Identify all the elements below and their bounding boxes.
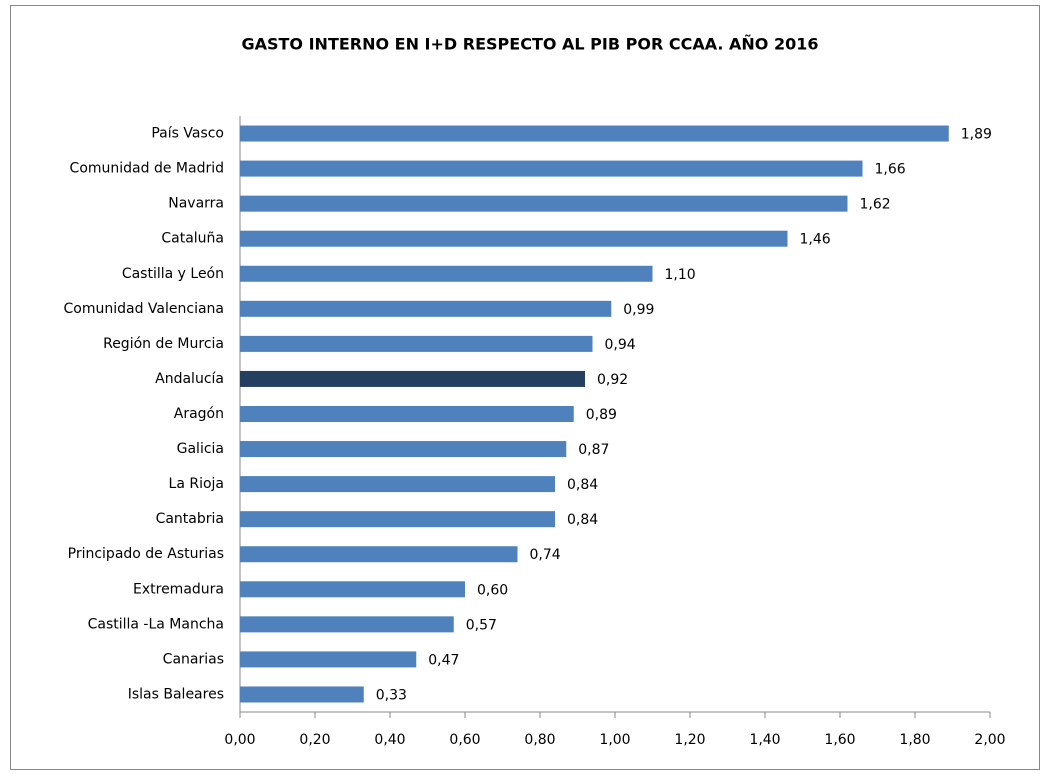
x-tick-label: 0,40 (374, 732, 405, 748)
bar (240, 195, 848, 212)
value-label: 0,89 (586, 407, 617, 423)
x-tick-label: 1,20 (674, 732, 705, 748)
value-label: 0,74 (530, 547, 561, 563)
value-label: 1,89 (961, 127, 992, 143)
bar (240, 300, 612, 317)
value-label: 0,87 (578, 442, 609, 458)
bar (240, 581, 465, 598)
x-tick-label: 0,60 (449, 732, 480, 748)
value-label: 1,10 (665, 267, 696, 283)
value-label: 0,92 (597, 372, 628, 388)
value-label: 1,66 (875, 162, 906, 178)
value-label: 0,33 (376, 687, 407, 703)
y-tick-label: Región de Murcia (103, 336, 224, 352)
bar (240, 125, 949, 142)
y-tick-label: Principado de Asturias (68, 546, 224, 562)
bar (240, 511, 555, 528)
value-label: 1,46 (800, 232, 831, 248)
y-tick-label: Comunidad Valenciana (64, 301, 224, 317)
bar (240, 265, 653, 282)
x-tick-label: 1,00 (599, 732, 630, 748)
bar (240, 616, 454, 633)
bar (240, 546, 518, 563)
y-tick-label: Castilla -La Mancha (88, 616, 224, 632)
chart-title: GASTO INTERNO EN I+D RESPECTO AL PIB POR… (241, 35, 818, 54)
x-tick-label: 1,80 (899, 732, 930, 748)
bar (240, 230, 788, 247)
value-label: 0,94 (605, 337, 636, 353)
y-tick-label: Comunidad de Madrid (70, 161, 224, 177)
bar (240, 476, 555, 493)
value-label: 0,60 (477, 582, 508, 598)
y-tick-label: Aragón (174, 406, 224, 422)
value-label: 0,47 (428, 652, 459, 668)
y-tick-label: Cataluña (161, 231, 224, 247)
bar (240, 406, 574, 422)
y-tick-label: Navarra (168, 196, 224, 212)
y-tick-label: Andalucía (155, 371, 224, 387)
bar (240, 370, 585, 387)
bar (240, 686, 364, 703)
value-label: 0,57 (466, 617, 497, 633)
y-tick-label: Cantabria (156, 511, 224, 527)
y-tick-label: Extremadura (133, 581, 224, 597)
bar (240, 651, 417, 668)
y-tick-label: Galicia (177, 441, 224, 457)
x-tick-label: 1,60 (824, 732, 855, 748)
bar (240, 335, 593, 352)
y-tick-label: País Vasco (151, 126, 224, 142)
x-tick-label: 0,20 (299, 732, 330, 748)
y-tick-label: Castilla y León (122, 266, 224, 282)
x-tick-label: 1,40 (749, 732, 780, 748)
bar (240, 160, 863, 177)
value-label: 1,62 (860, 197, 891, 213)
y-tick-label: Islas Baleares (128, 686, 224, 702)
bar (240, 441, 567, 458)
x-tick-label: 2,00 (974, 732, 1005, 748)
x-tick-label: 0,80 (524, 732, 555, 748)
value-label: 0,84 (567, 477, 598, 493)
value-label: 0,84 (567, 512, 598, 528)
y-tick-label: Canarias (163, 651, 224, 667)
value-label: 0,99 (623, 302, 654, 318)
x-tick-label: 0,00 (224, 732, 255, 748)
y-tick-label: La Rioja (169, 476, 224, 492)
